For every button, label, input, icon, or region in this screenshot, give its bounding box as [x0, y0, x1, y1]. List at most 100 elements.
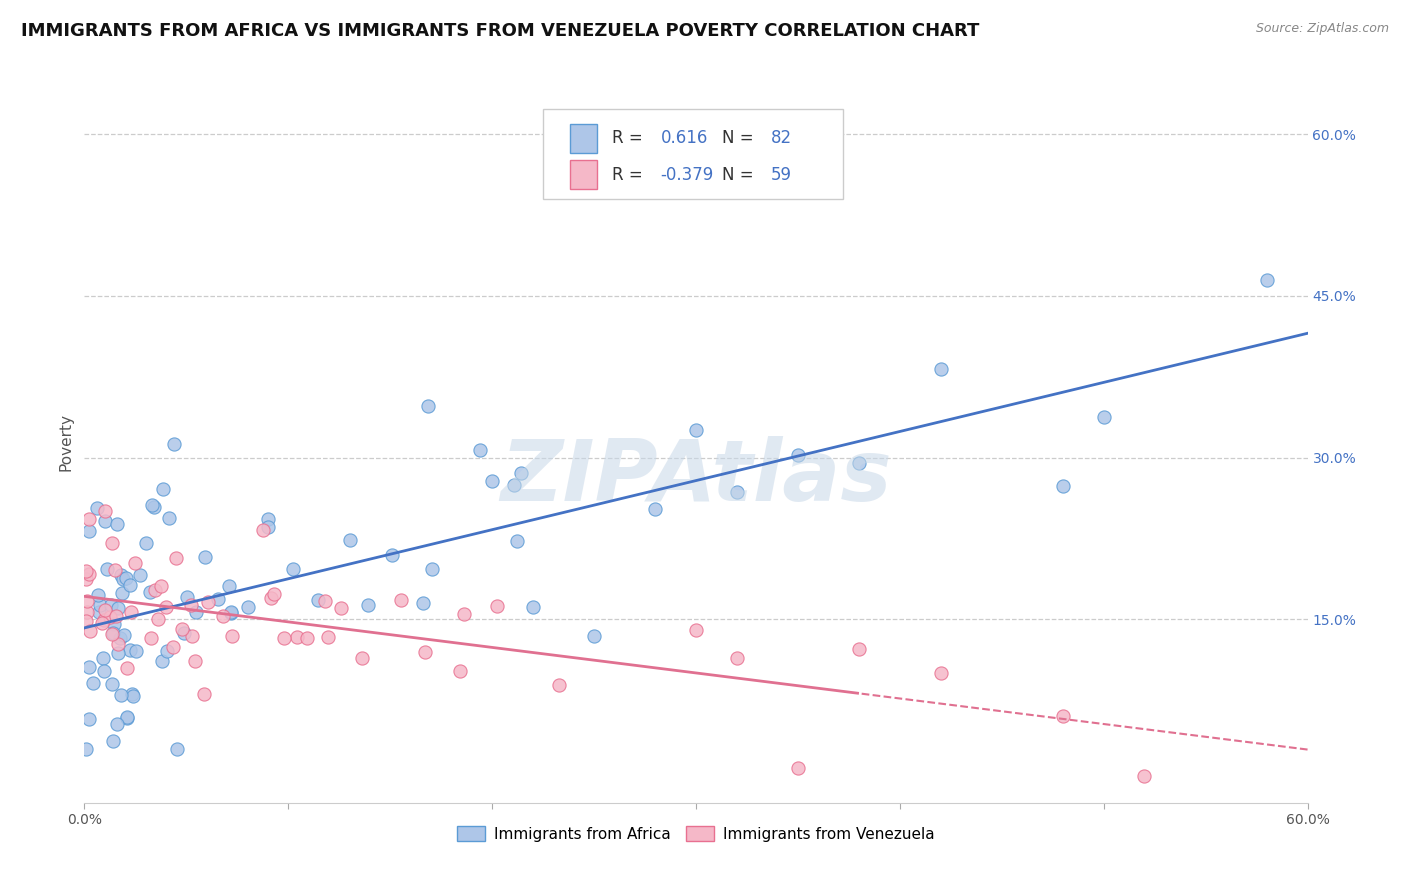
Text: 59: 59	[770, 166, 792, 184]
Point	[173, 625, 195, 640]
Point	[75, 742, 97, 756]
Text: 82: 82	[770, 129, 792, 147]
Point	[115, 711, 138, 725]
Point	[100, 598, 122, 612]
Point	[112, 628, 135, 642]
Point	[350, 651, 373, 665]
Point	[184, 605, 207, 619]
Text: Source: ZipAtlas.com: Source: ZipAtlas.com	[1256, 22, 1389, 36]
Point	[107, 646, 129, 660]
Point	[135, 536, 157, 550]
Point	[470, 442, 492, 457]
Y-axis label: Poverty: Poverty	[58, 412, 73, 471]
Point	[142, 500, 165, 515]
Point	[259, 591, 281, 605]
Point	[412, 596, 434, 610]
Point	[725, 651, 748, 665]
Point	[141, 631, 163, 645]
Point	[314, 594, 336, 608]
Point	[141, 498, 163, 512]
Point	[115, 710, 138, 724]
Text: R =: R =	[612, 166, 648, 184]
Point	[90, 615, 112, 630]
Point	[787, 448, 810, 462]
Point	[101, 535, 124, 549]
Point	[77, 660, 100, 674]
Point	[685, 623, 707, 637]
Point	[93, 504, 115, 518]
Point	[101, 627, 124, 641]
Point	[413, 645, 436, 659]
Point	[79, 624, 101, 639]
Point	[149, 579, 172, 593]
Point	[357, 598, 380, 612]
Point	[93, 651, 115, 665]
Point	[105, 717, 128, 731]
Point	[118, 643, 141, 657]
Point	[86, 500, 108, 515]
Point	[197, 594, 219, 608]
Point	[163, 436, 186, 450]
Point	[150, 654, 173, 668]
Point	[118, 578, 141, 592]
Point	[283, 561, 305, 575]
Point	[485, 599, 508, 614]
FancyBboxPatch shape	[543, 109, 842, 200]
Point	[416, 399, 439, 413]
Point	[117, 661, 139, 675]
Text: N =: N =	[721, 166, 758, 184]
Point	[139, 585, 162, 599]
Point	[125, 644, 148, 658]
Point	[263, 587, 285, 601]
Point	[929, 361, 952, 376]
Point	[96, 561, 118, 575]
Point	[76, 605, 98, 619]
Point	[339, 533, 361, 547]
Point	[108, 631, 131, 645]
Point	[548, 678, 571, 692]
Point	[75, 572, 97, 586]
Point	[273, 631, 295, 645]
Point	[152, 482, 174, 496]
Point	[101, 676, 124, 690]
Point	[221, 606, 243, 620]
Point	[111, 586, 134, 600]
Point	[1092, 409, 1115, 424]
Point	[75, 614, 97, 628]
Point	[219, 605, 242, 619]
Point	[89, 598, 111, 612]
Point	[76, 593, 98, 607]
Point	[725, 485, 748, 500]
Legend: Immigrants from Africa, Immigrants from Venezuela: Immigrants from Africa, Immigrants from …	[450, 818, 942, 849]
Point	[252, 523, 274, 537]
Text: R =: R =	[612, 129, 648, 147]
Point	[184, 654, 207, 668]
Point	[156, 644, 179, 658]
Point	[506, 533, 529, 548]
Point	[77, 511, 100, 525]
Point	[166, 742, 188, 756]
Point	[124, 557, 146, 571]
Point	[77, 524, 100, 539]
Point	[101, 626, 124, 640]
Point	[87, 605, 110, 619]
Point	[256, 511, 278, 525]
Point	[929, 666, 952, 681]
Point	[236, 599, 259, 614]
Point	[180, 598, 202, 612]
Point	[256, 520, 278, 534]
Point	[1052, 709, 1074, 723]
Point	[107, 601, 129, 615]
Point	[644, 502, 666, 516]
Point	[146, 612, 169, 626]
Point	[176, 590, 198, 604]
Point	[143, 582, 166, 597]
Point	[105, 516, 128, 531]
Point	[509, 467, 531, 481]
Point	[77, 567, 100, 582]
Point	[1133, 769, 1156, 783]
Text: -0.379: -0.379	[661, 166, 714, 184]
Point	[420, 562, 443, 576]
Point	[172, 622, 194, 636]
Point	[1052, 479, 1074, 493]
